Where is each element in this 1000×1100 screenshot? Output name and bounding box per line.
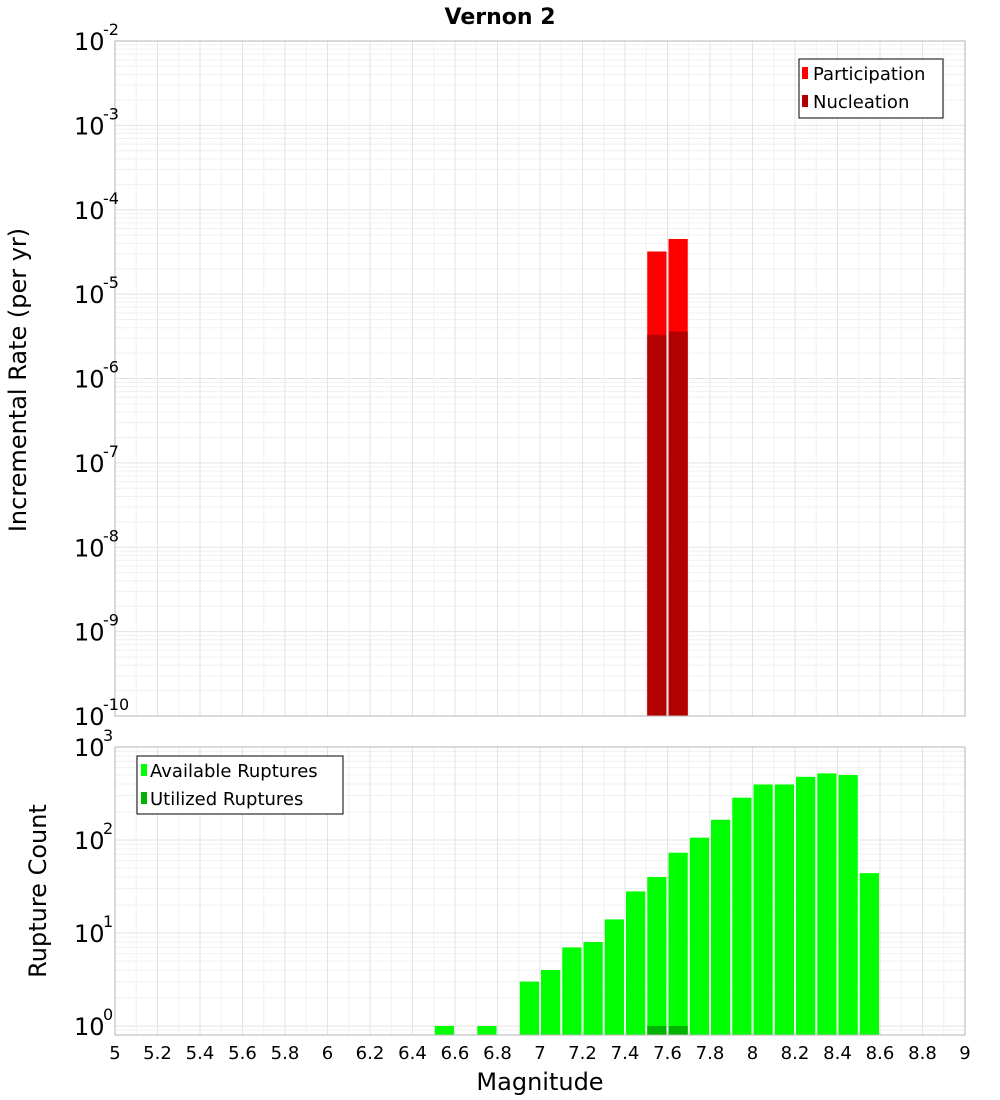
- chart-title: Vernon 2: [445, 5, 556, 30]
- bar-available-ruptures: [817, 773, 837, 1035]
- x-tick-label: 6.4: [398, 1043, 427, 1064]
- count-plot-bars: [434, 773, 879, 1035]
- x-tick-label: 7.2: [568, 1043, 597, 1064]
- bar-available-ruptures: [541, 969, 561, 1035]
- legend-swatch-nucleation: [802, 95, 808, 107]
- bar-available-ruptures: [647, 877, 667, 1035]
- y-tick-exponent: -7: [103, 442, 119, 461]
- x-tick-label: 5.6: [228, 1043, 257, 1064]
- legend-swatch-participation: [802, 67, 808, 79]
- y-tick-exponent: 0: [103, 1005, 113, 1024]
- y-tick-label: 10: [74, 619, 105, 647]
- y-tick-exponent: 1: [103, 912, 113, 931]
- bar-nucleation: [647, 334, 667, 716]
- legend-swatch-available-ruptures: [141, 764, 147, 776]
- legend-swatch-utilized-ruptures: [141, 792, 147, 804]
- y-tick-label: 10: [74, 281, 105, 309]
- x-tick-label: 6.6: [441, 1043, 470, 1064]
- y-tick-label: 10: [74, 197, 105, 225]
- bar-utilized-ruptures: [668, 1025, 688, 1035]
- y-tick-exponent: -5: [103, 273, 119, 292]
- y-tick-label: 10: [74, 28, 105, 56]
- legend-box: [136, 755, 344, 815]
- y-tick-exponent: 3: [103, 726, 113, 745]
- rate-plot-y-axis-label: Incremental Rate (per yr): [4, 228, 32, 532]
- y-tick-exponent: -8: [103, 526, 119, 545]
- bar-available-ruptures: [711, 819, 731, 1035]
- legend-box: [798, 58, 944, 119]
- bar-available-ruptures: [753, 784, 773, 1035]
- y-tick-exponent: -2: [103, 20, 119, 39]
- bar-available-ruptures: [583, 942, 603, 1035]
- x-tick-label: 6: [322, 1043, 333, 1064]
- y-tick-label: 10: [74, 734, 105, 762]
- x-tick-label: 5: [109, 1043, 120, 1064]
- x-tick-label: 7.6: [653, 1043, 682, 1064]
- y-tick-label: 10: [74, 827, 105, 855]
- y-tick-exponent: -3: [103, 104, 119, 123]
- bar-available-ruptures: [796, 776, 816, 1035]
- bar-nucleation: [668, 331, 688, 716]
- y-tick-exponent: -10: [103, 695, 129, 714]
- y-tick-label: 10: [74, 366, 105, 394]
- legend-label-available-ruptures: Available Ruptures: [150, 761, 318, 782]
- y-tick-exponent: -9: [103, 611, 119, 630]
- x-tick-label: 7: [534, 1043, 545, 1064]
- x-tick-label: 8: [747, 1043, 758, 1064]
- x-tick-label: 7.8: [696, 1043, 725, 1064]
- bar-available-ruptures: [434, 1025, 454, 1035]
- x-tick-label: 5.2: [143, 1043, 172, 1064]
- bar-available-ruptures: [626, 891, 646, 1035]
- y-tick-exponent: -4: [103, 189, 119, 208]
- bar-available-ruptures: [838, 774, 858, 1035]
- y-tick-label: 10: [74, 534, 105, 562]
- x-tick-label: 8.4: [823, 1043, 852, 1064]
- x-tick-label: 5.8: [271, 1043, 300, 1064]
- rate-plot-frame: [114, 40, 966, 717]
- count-plot-frame: [114, 746, 966, 1036]
- x-tick-label: 6.2: [356, 1043, 385, 1064]
- count-plot-y-axis-label: Rupture Count: [24, 804, 52, 978]
- rate-plot-bars: [647, 239, 688, 716]
- count-plot-x-ticks: 5 5.2 5.4 5.6 5.8 6 6.2 6.4 6.6 6.8 7 7.2 7.4 7.6 7.8 8…: [109, 1043, 970, 1064]
- x-tick-label: 7.4: [611, 1043, 640, 1064]
- x-tick-label: 6.8: [483, 1043, 512, 1064]
- y-tick-label: 10: [74, 920, 105, 948]
- y-tick-label: 10: [74, 703, 105, 731]
- bar-available-ruptures: [859, 873, 879, 1035]
- legend-label-utilized-ruptures: Utilized Ruptures: [150, 789, 303, 810]
- rate-plot-gridlines: [114, 40, 966, 717]
- bar-available-ruptures: [562, 947, 582, 1035]
- rate-plot-legend: Participation Nucleation: [798, 58, 944, 119]
- x-tick-label: 8.6: [866, 1043, 895, 1064]
- legend-label-nucleation: Nucleation: [813, 92, 909, 113]
- y-tick-exponent: 2: [103, 819, 113, 838]
- legend-label-participation: Participation: [813, 64, 925, 85]
- y-tick-label: 10: [74, 112, 105, 140]
- x-axis-label: Magnitude: [476, 1068, 603, 1096]
- bar-available-ruptures: [689, 837, 709, 1035]
- x-tick-label: 5.4: [186, 1043, 215, 1064]
- bar-available-ruptures: [668, 852, 688, 1035]
- count-plot-legend: Available Ruptures Utilized Ruptures: [136, 755, 344, 815]
- bar-available-ruptures: [732, 797, 752, 1035]
- bar-available-ruptures: [519, 981, 539, 1035]
- bar-available-ruptures: [604, 919, 624, 1035]
- bar-available-ruptures: [774, 784, 794, 1035]
- y-tick-label: 10: [74, 1013, 105, 1041]
- y-tick-label: 10: [74, 450, 105, 478]
- x-tick-label: 8.2: [781, 1043, 810, 1064]
- x-tick-label: 9: [959, 1043, 970, 1064]
- bar-utilized-ruptures: [647, 1025, 667, 1035]
- y-tick-exponent: -6: [103, 358, 119, 377]
- bar-available-ruptures: [477, 1025, 497, 1035]
- x-tick-label: 8.8: [908, 1043, 937, 1064]
